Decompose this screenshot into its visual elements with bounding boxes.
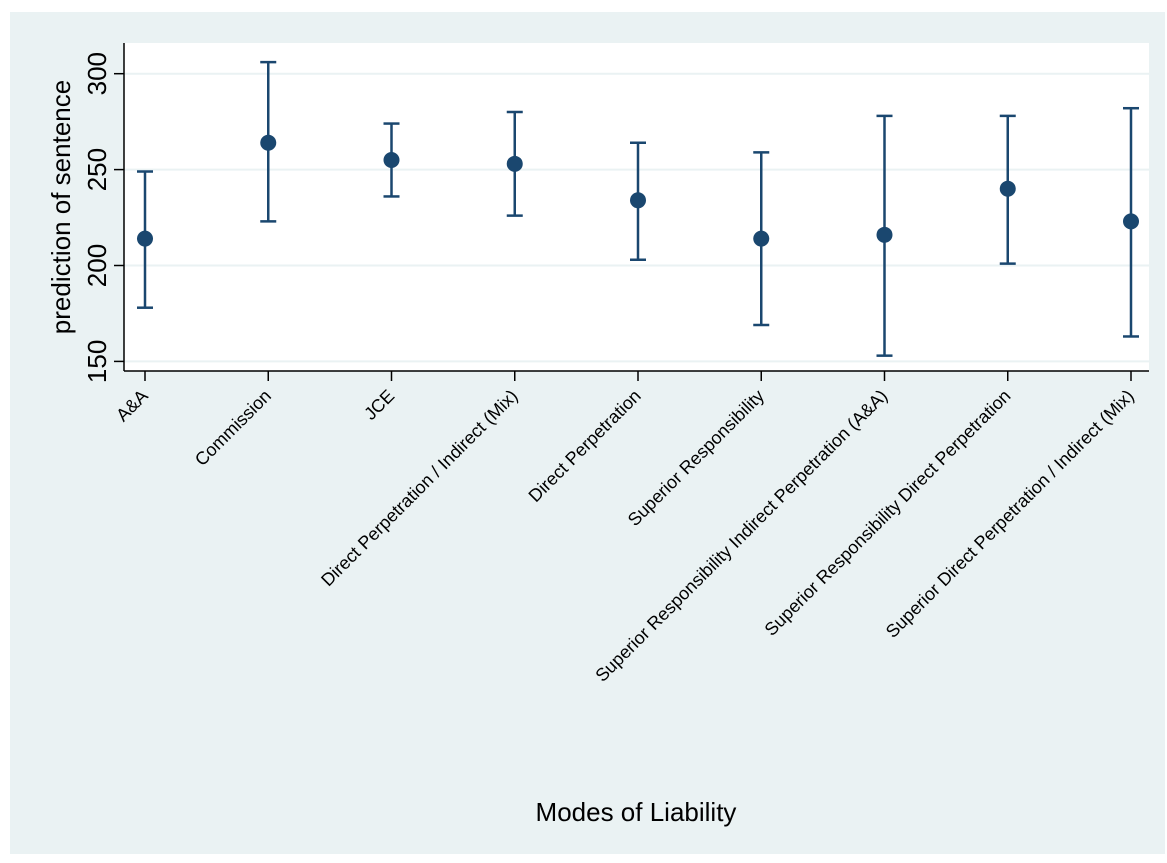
point-marker [753, 230, 770, 247]
y-axis-title: prediction of sentence [46, 80, 76, 334]
x-axis-title: Modes of Liability [536, 797, 737, 827]
point-marker [506, 155, 523, 172]
point-marker [999, 180, 1016, 197]
point-marker [1123, 213, 1139, 230]
y-tick-label: 150 [82, 340, 112, 383]
y-tick-label: 250 [82, 148, 112, 191]
point-marker [260, 134, 277, 151]
y-tick-label: 200 [82, 244, 112, 287]
grid-layer [124, 72, 1149, 363]
point-marker [137, 230, 153, 247]
point-marker [383, 152, 400, 169]
marks-layer [137, 60, 1139, 357]
point-marker [876, 226, 893, 243]
point-marker [630, 192, 646, 209]
y-tick-label: 300 [82, 52, 112, 95]
